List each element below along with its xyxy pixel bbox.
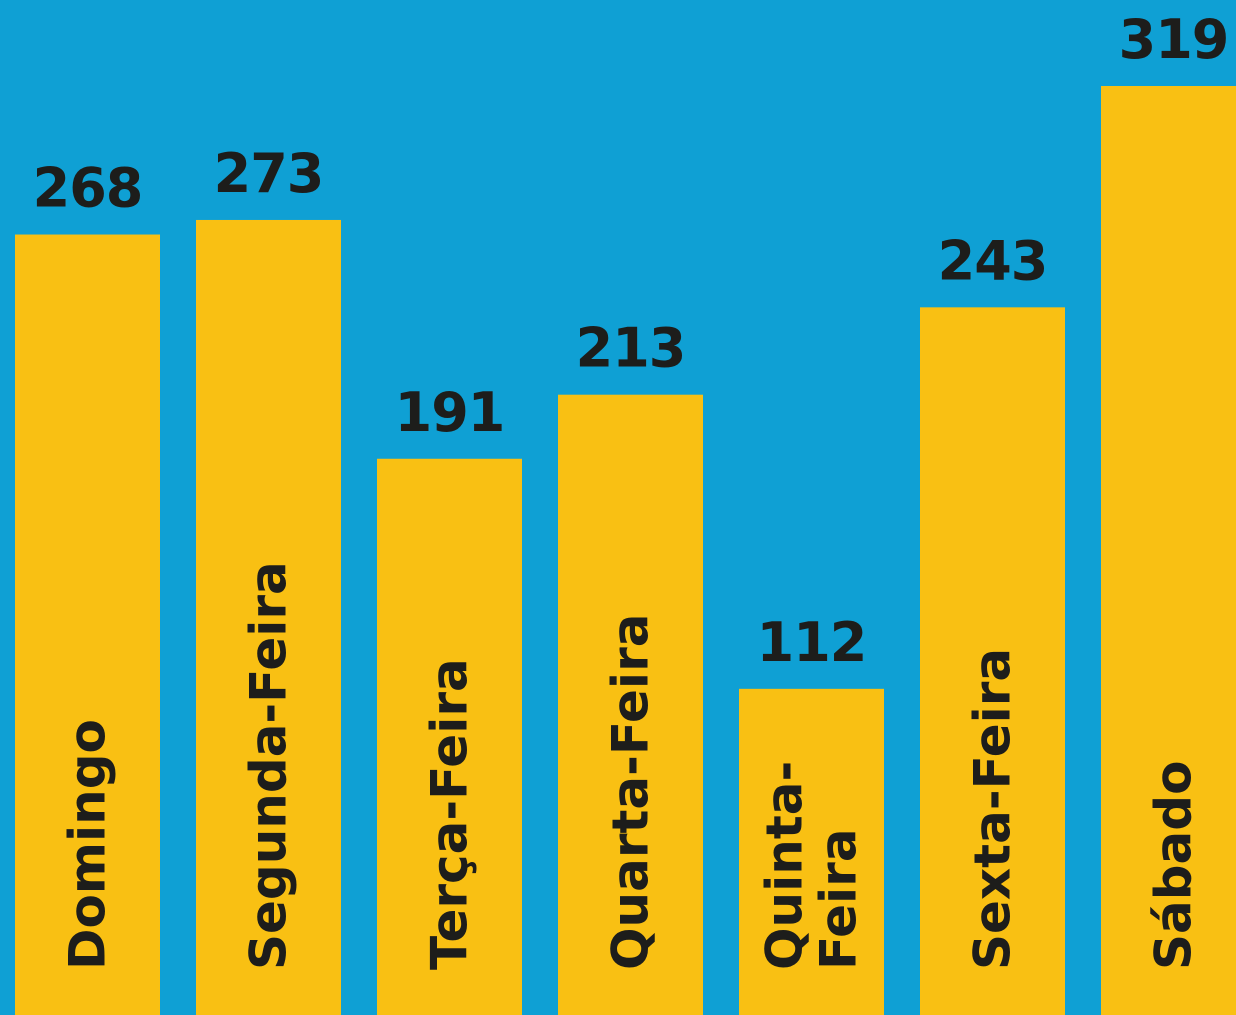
category-label: Quarta-Feira bbox=[602, 614, 660, 970]
value-label: 268 bbox=[33, 157, 143, 220]
bar bbox=[196, 219, 341, 1015]
value-label: 243 bbox=[938, 229, 1048, 292]
bar bbox=[558, 394, 703, 1015]
category-label: Domingo bbox=[59, 719, 117, 970]
bar bbox=[1101, 86, 1236, 1015]
bar bbox=[739, 688, 884, 1015]
category-label: Terça-Feira bbox=[421, 658, 479, 970]
value-label: 273 bbox=[214, 142, 324, 205]
bar bbox=[377, 458, 522, 1015]
category-label: Quinta-Feira bbox=[756, 761, 868, 970]
category-label: Sexta-Feira bbox=[964, 648, 1022, 970]
category-label: Sábado bbox=[1145, 761, 1203, 970]
value-label: 191 bbox=[395, 381, 505, 444]
bar bbox=[15, 234, 160, 1015]
value-label: 112 bbox=[757, 611, 867, 674]
category-label: Segunda-Feira bbox=[240, 561, 298, 970]
bar bbox=[920, 307, 1065, 1015]
value-label: 213 bbox=[576, 317, 686, 380]
value-label: 319 bbox=[1119, 8, 1229, 71]
